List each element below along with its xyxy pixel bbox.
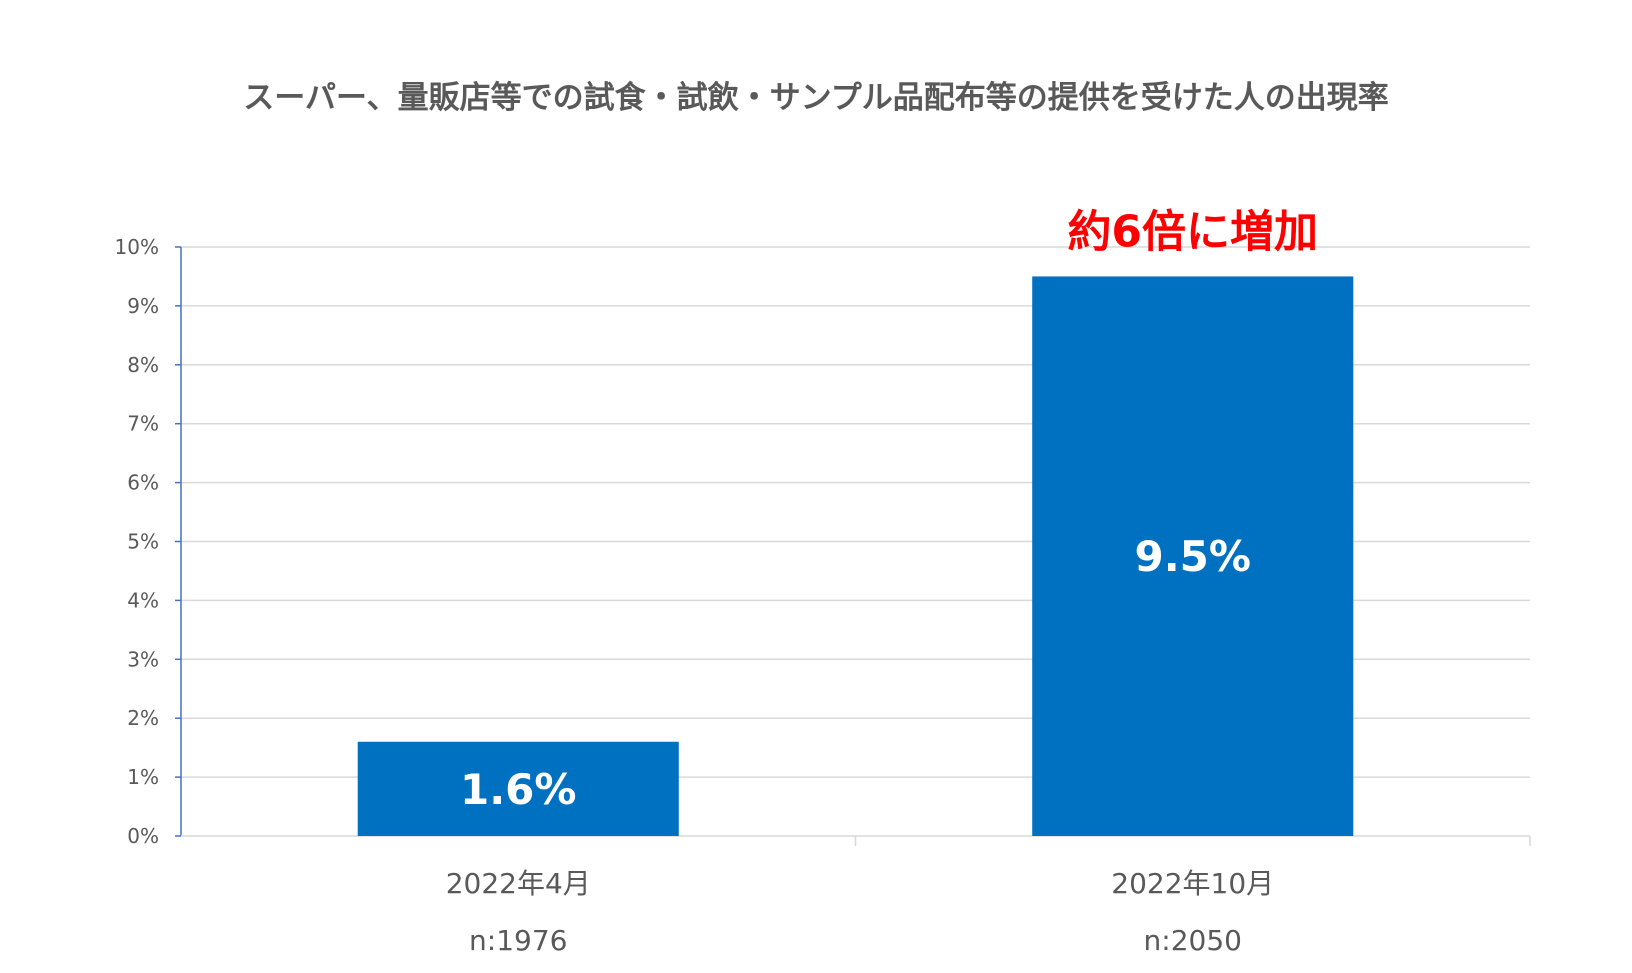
y-tick-label: 7%	[127, 412, 159, 436]
x-category-label: 2022年4月	[446, 867, 591, 900]
y-tick-label: 1%	[127, 765, 159, 789]
y-tick-label: 0%	[127, 824, 159, 848]
labels: 0% 1% 2% 3% 4% 5% 6% 7% 8% 9% 10% 1.6% 2022年4月 n:1976…	[115, 235, 1275, 957]
bar-1	[357, 741, 679, 836]
increase-annotation: 約6倍に増加	[1067, 206, 1318, 257]
data-label: 1.6%	[460, 765, 576, 814]
chart-title: スーパー、量販店等での試食・試飲・サンプル品配布等の提供を受けた人の出現率	[243, 80, 1388, 116]
y-tick-label: 8%	[127, 353, 159, 377]
sample-size-label: n:1976	[469, 924, 567, 957]
y-tick-label: 9%	[127, 294, 159, 318]
data-label: 9.5%	[1135, 532, 1251, 581]
grid-lines	[181, 246, 1530, 778]
x-category-label: 2022年10月	[1111, 867, 1274, 900]
y-tick-label: 2%	[127, 706, 159, 730]
y-tick-label: 3%	[127, 647, 159, 671]
y-tick-label: 5%	[127, 530, 159, 554]
sample-size-label: n:2050	[1144, 924, 1242, 957]
bar-2	[1032, 276, 1354, 836]
y-tick-label: 4%	[127, 588, 159, 612]
bars	[357, 276, 1354, 836]
y-tick-label: 10%	[115, 235, 159, 259]
y-tick-label: 6%	[127, 471, 159, 495]
